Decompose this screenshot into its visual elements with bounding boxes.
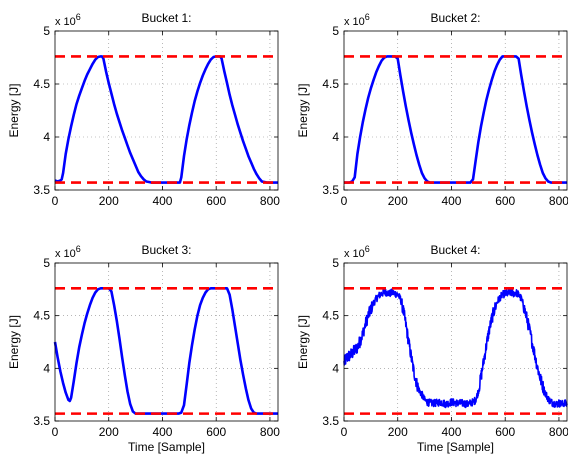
panel-bucket-4: 0 200 400 600 800 3.5 4 4.5 5 x 106 Bucket 4: Energ… xyxy=(296,243,568,454)
y-tick-label: 4 xyxy=(332,130,339,144)
x-tick-label: 0 xyxy=(341,425,348,439)
x-tick-label: 800 xyxy=(260,194,280,208)
energy-series-line xyxy=(54,55,278,184)
x-tick-label: 600 xyxy=(495,194,515,208)
plot-area xyxy=(55,263,278,421)
x-tick-label: 400 xyxy=(152,425,172,439)
y-tick-label: 5 xyxy=(43,256,50,270)
y-tick-label: 4.5 xyxy=(322,309,339,323)
y-tick-label: 4.5 xyxy=(33,309,50,323)
y-scale-factor: x 106 xyxy=(344,244,370,260)
x-tick-label: 400 xyxy=(441,425,461,439)
y-tick-label: 3.5 xyxy=(322,414,339,428)
panel-title: Bucket 1: xyxy=(141,11,191,25)
plot-area xyxy=(55,31,278,190)
panel-bucket-1: 0 200 400 600 800 3.5 4 4.5 5 x 106 Bucket 1: Energ… xyxy=(7,11,280,208)
panel-title: Bucket 2: xyxy=(430,11,480,25)
x-tick-label: 600 xyxy=(206,194,226,208)
axes-box xyxy=(54,30,279,191)
y-axis-label: Energy [J] xyxy=(7,315,21,369)
y-tick-label: 3.5 xyxy=(322,183,339,197)
y-tick-label: 4 xyxy=(43,130,50,144)
y-scale-exponent: 6 xyxy=(365,12,370,22)
axes-box xyxy=(54,262,279,422)
x-tick-label: 400 xyxy=(441,194,461,208)
y-tick-label: 3.5 xyxy=(33,183,50,197)
y-tick-label: 4 xyxy=(43,361,50,375)
x-tick-label: 600 xyxy=(495,425,515,439)
y-tick-label: 5 xyxy=(332,24,339,38)
x-tick-label: 200 xyxy=(99,194,119,208)
x-axis-label: Time [Sample] xyxy=(128,440,205,454)
y-tick-label: 5 xyxy=(332,256,339,270)
y-scale-exponent: 6 xyxy=(365,244,370,254)
axes-box xyxy=(343,262,568,422)
y-tick-label: 4 xyxy=(332,361,339,375)
panel-bucket-2: 0 200 400 600 800 3.5 4 4.5 5 x 106 Bucket 2: Energ… xyxy=(296,11,568,208)
y-scale-exponent: 6 xyxy=(76,244,81,254)
y-tick-label: 4.5 xyxy=(33,77,50,91)
x-tick-label: 200 xyxy=(99,425,119,439)
y-tick-label: 3.5 xyxy=(33,414,50,428)
y-tick-label: 4.5 xyxy=(322,77,339,91)
axes-box xyxy=(343,30,568,191)
y-axis-label: Energy [J] xyxy=(7,83,21,137)
x-tick-label: 400 xyxy=(152,194,172,208)
y-scale-factor: x 106 xyxy=(344,12,370,28)
panel-title: Bucket 3: xyxy=(141,243,191,257)
x-tick-label: 0 xyxy=(52,194,59,208)
x-tick-label: 800 xyxy=(260,425,280,439)
y-scale-factor: x 106 xyxy=(55,12,81,28)
x-tick-label: 800 xyxy=(549,194,568,208)
x-tick-label: 200 xyxy=(388,194,408,208)
plot-area xyxy=(344,31,567,190)
y-scale-factor: x 106 xyxy=(55,244,81,260)
x-tick-label: 800 xyxy=(549,425,568,439)
y-tick-label: 5 xyxy=(43,24,50,38)
energy-series-line xyxy=(53,286,278,415)
panel-bucket-3: 0 200 400 600 800 3.5 4 4.5 5 x 106 Bucket 3: Energ… xyxy=(7,243,280,454)
x-tick-label: 0 xyxy=(52,425,59,439)
x-tick-label: 0 xyxy=(341,194,348,208)
x-tick-label: 200 xyxy=(388,425,408,439)
panel-title: Bucket 4: xyxy=(430,243,480,257)
energy-series-line xyxy=(343,288,568,409)
y-axis-label: Energy [J] xyxy=(296,315,310,369)
x-tick-label: 600 xyxy=(206,425,226,439)
y-scale-exponent: 6 xyxy=(76,12,81,22)
plot-area xyxy=(344,263,567,421)
y-axis-label: Energy [J] xyxy=(296,83,310,137)
x-axis-label: Time [Sample] xyxy=(417,440,494,454)
